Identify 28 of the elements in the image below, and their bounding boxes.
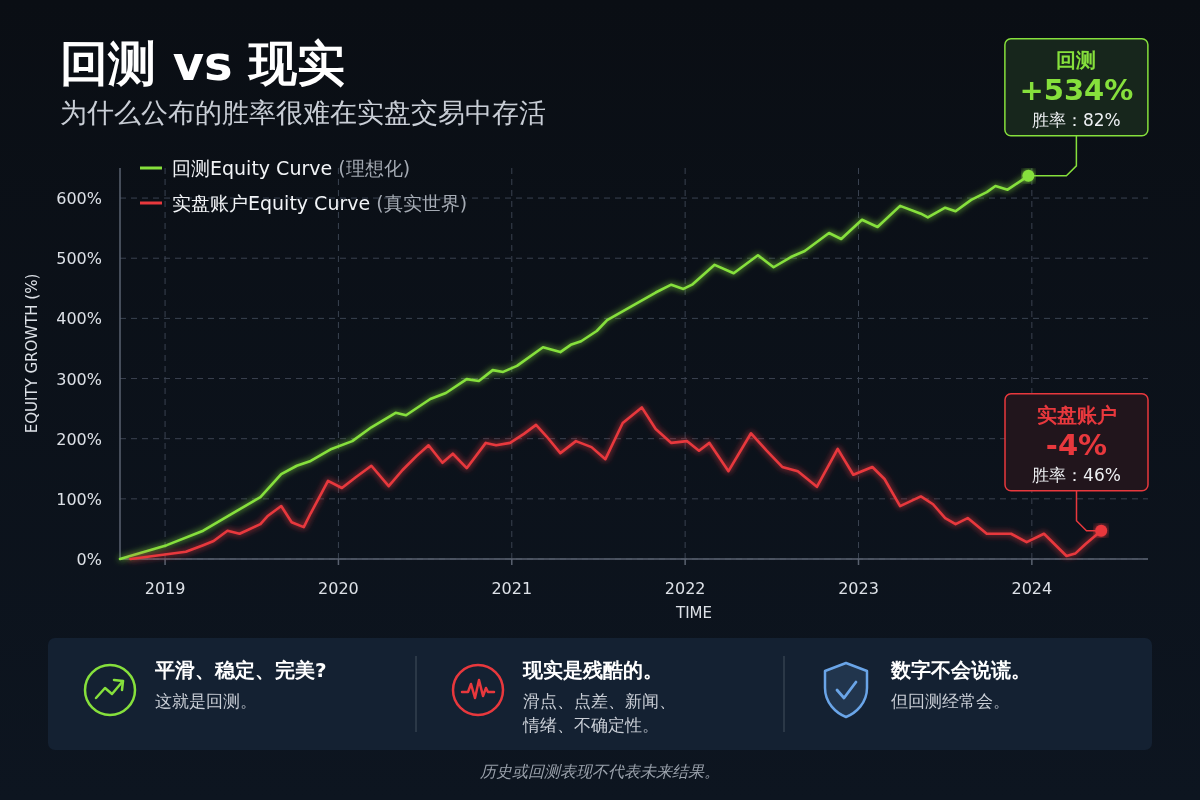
- x-tick-label: 2023: [838, 579, 879, 598]
- x-tick-label: 2021: [491, 579, 533, 598]
- y-tick-label: 400%: [56, 309, 102, 329]
- y-axis-title: EQUITY GROWTH (%): [23, 273, 41, 434]
- text: 这就是回测。: [155, 691, 257, 711]
- x-tick-label: 2022: [664, 579, 706, 598]
- chart-subtitle: 为什么公布的胜率很难在实盘交易中存活: [60, 97, 546, 128]
- y-tick-label: 200%: [56, 429, 102, 449]
- legend-label: 回测Equity Curve (理想化): [172, 157, 411, 179]
- x-axis-title: TIME: [674, 604, 713, 622]
- y-tick-label: 0%: [76, 550, 102, 569]
- text: 历史或回测表现不代表未来结果。: [480, 762, 720, 781]
- chart-title: 回测 vs 现实: [60, 35, 346, 91]
- x-tick-label: 2020: [318, 579, 359, 598]
- annotation: 回测 +534% 胜率：82%: [1019, 47, 1134, 130]
- text: 但回测经常会。: [891, 691, 1010, 711]
- legend-label: 实盘账户Equity Curve (真实世界): [172, 192, 468, 214]
- text: 滑点、点差、新闻、情绪、不确定性。: [522, 691, 676, 735]
- text: 现实是残酷的。: [522, 658, 663, 682]
- text: 平滑、稳定、完美?: [154, 658, 327, 682]
- x-tick-label: 2019: [144, 579, 186, 598]
- x-tick-label: 2024: [1011, 579, 1053, 598]
- y-tick-label: 100%: [56, 489, 102, 509]
- text: 数字不会说谎。: [890, 658, 1031, 682]
- y-tick-label: 500%: [56, 249, 102, 269]
- annotation: 实盘账户 -4% 胜率：46%: [1032, 402, 1121, 485]
- y-tick-label: 600%: [56, 189, 102, 209]
- y-tick-label: 300%: [56, 369, 102, 389]
